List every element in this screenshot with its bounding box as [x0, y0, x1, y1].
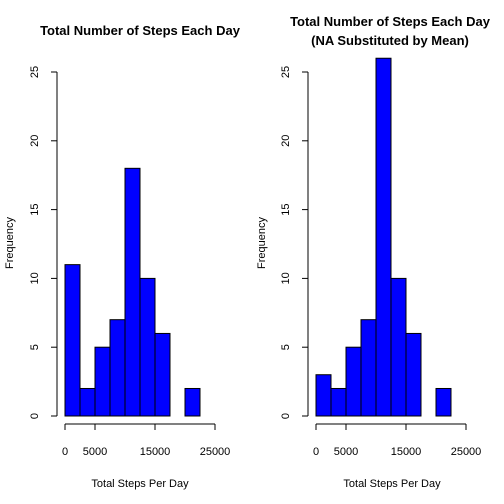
x-axis: 0 5000 15000 25000: [62, 423, 231, 458]
x-tick-label: 0: [62, 446, 68, 458]
y-tick-label: 25: [29, 66, 41, 78]
x-tick-label: 5000: [334, 446, 358, 458]
histogram-bar: [315, 374, 332, 417]
histogram-panel-right: Total Number of Steps Each Day (NA Subst…: [256, 14, 491, 490]
y-axis-label: Frequency: [4, 217, 16, 269]
y-axis-label: Frequency: [256, 217, 268, 269]
histogram-bar: [360, 319, 377, 417]
x-tick-label: 15000: [391, 446, 422, 458]
y-tick-label: 0: [29, 413, 41, 419]
x-axis: 0 5000 15000 25000: [313, 423, 482, 458]
y-tick-label: 20: [29, 135, 41, 147]
y-tick-label: 20: [280, 135, 292, 147]
histogram-bar: [435, 387, 452, 417]
histogram-bar: [154, 332, 171, 417]
x-tick-label: 25000: [200, 446, 231, 458]
y-tick-label: 15: [280, 203, 292, 215]
bar-group: [64, 167, 201, 417]
x-tick-label: 0: [313, 446, 319, 458]
y-axis: 0 5 10 15 20 25: [280, 66, 309, 419]
chart-subtitle: (NA Substituted by Mean): [311, 33, 469, 48]
y-axis: 0 5 10 15 20 25: [29, 66, 58, 419]
histogram-bar: [109, 319, 126, 417]
chart-title: Total Number of Steps Each Day: [40, 23, 241, 38]
histogram-bar: [94, 346, 111, 417]
y-tick-label: 0: [280, 413, 292, 419]
histogram-bar: [375, 57, 392, 417]
x-tick-label: 15000: [140, 446, 171, 458]
x-tick-label: 5000: [83, 446, 107, 458]
x-axis-label: Total Steps Per Day: [91, 478, 189, 490]
histogram-bar: [124, 167, 141, 417]
histogram-bar: [390, 277, 407, 417]
histogram-bar: [139, 277, 156, 417]
histogram-bar: [184, 387, 201, 417]
histogram-bar: [330, 387, 347, 417]
y-tick-label: 5: [280, 344, 292, 350]
bar-group: [315, 57, 452, 417]
y-tick-label: 5: [29, 344, 41, 350]
y-tick-label: 15: [29, 203, 41, 215]
x-tick-label: 25000: [451, 446, 482, 458]
x-axis-label: Total Steps Per Day: [343, 478, 441, 490]
y-tick-label: 10: [29, 272, 41, 284]
chart-title: Total Number of Steps Each Day: [290, 14, 491, 29]
y-tick-label: 25: [280, 66, 292, 78]
histogram-bar: [64, 264, 81, 417]
y-tick-label: 10: [280, 272, 292, 284]
histogram-panel-left: Total Number of Steps Each Day Total Ste…: [4, 23, 241, 490]
histogram-bar: [79, 387, 96, 417]
histogram-bar: [405, 332, 422, 417]
histogram-bar: [345, 346, 362, 417]
